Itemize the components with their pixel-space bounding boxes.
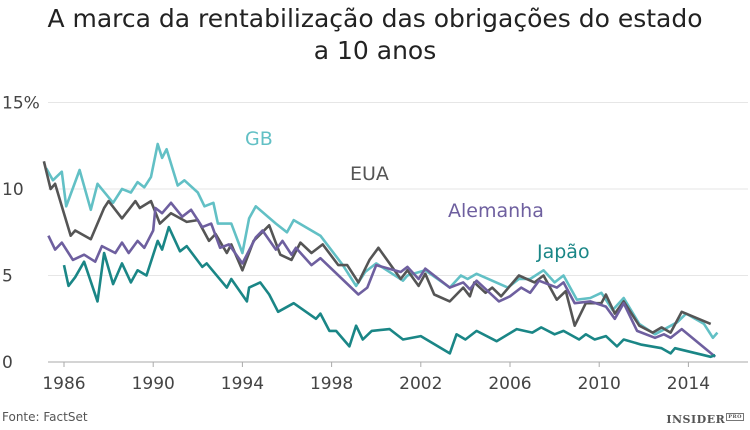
series-label-japão: Japão: [536, 241, 590, 263]
x-tick-label: 1998: [310, 374, 353, 394]
x-tick-label: 1990: [132, 374, 175, 394]
chart-title-line-2: a 10 anos: [313, 36, 437, 65]
y-tick-label: 5: [2, 267, 13, 287]
series-label-alemanha: Alemanha: [448, 200, 544, 222]
x-tick-label: 1986: [42, 374, 85, 394]
series-line-alemanha: [47, 201, 717, 358]
x-tick-label: 2010: [578, 374, 621, 394]
x-tick-label: 2014: [667, 374, 710, 394]
chart-title-line-1: A marca da rentabilização das obrigações…: [47, 4, 703, 33]
y-tick-label: 10: [2, 180, 24, 200]
series-line-japão: [62, 225, 716, 359]
x-tick-label: 2002: [399, 374, 442, 394]
x-tick-label: 2006: [488, 374, 531, 394]
series-label-eua: EUA: [350, 163, 389, 185]
series-line-gb: [45, 142, 719, 340]
y-tick-label: 0: [2, 353, 13, 373]
y-tick-label: 15%: [2, 94, 40, 114]
source-note: Fonte: FactSet: [2, 410, 88, 424]
x-tick-label: 1994: [221, 374, 264, 394]
insider-pro-logo: INSIDER PRO: [666, 413, 744, 426]
series-line-eua: [42, 160, 712, 334]
series-label-gb: GB: [245, 128, 273, 150]
